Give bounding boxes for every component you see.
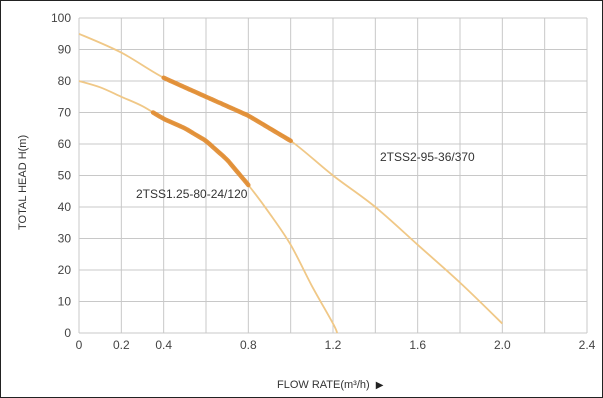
y-tick-label: 60 [58,137,72,151]
y-tick-label: 80 [58,74,72,88]
y-tick-label: 30 [58,232,72,246]
x-axis-title: FLOW RATE(m³/h) ▶ [277,379,384,391]
y-tick-label: 100 [51,11,71,25]
x-tick-label: 1.2 [325,338,342,352]
x-axis-title-text: FLOW RATE(m³/h) [277,379,370,391]
series-operating-range-1 [150,110,251,188]
y-tick-label: 0 [64,326,71,340]
x-tick-label: 0.2 [113,338,130,352]
y-axis-title: TOTAL HEAD H(m) [17,135,29,230]
series-labels: 2TSS1.25-80-24/120 2TSS2-95-36/370 [136,150,475,201]
curves [78,32,503,334]
y-tick-label: 70 [58,106,72,120]
y-tick-label: 40 [58,200,72,214]
x-tick-label: 0.8 [240,338,257,352]
x-tick-label: 0 [76,338,83,352]
series-label-2: 2TSS2-95-36/370 [380,150,475,164]
y-tick-label: 10 [58,295,72,309]
y-tick-label: 50 [58,169,72,183]
x-tick-label: 1.6 [409,338,426,352]
x-tick-label: 2.4 [579,338,596,352]
series-label-1: 2TSS1.25-80-24/120 [136,187,248,201]
y-tick-labels: 0 10 20 30 40 50 60 70 80 90 100 [51,11,71,340]
x-tick-label: 0.4 [155,338,172,352]
x-tick-labels: 0 0.2 0.4 0.8 1.2 1.6 2.0 2.4 [76,338,596,352]
x-axis-arrow-icon: ▶ [376,380,384,391]
y-tick-label: 90 [58,43,72,57]
x-tick-label: 2.0 [494,338,511,352]
y-tick-label: 20 [58,263,72,277]
series-operating-range-2 [161,75,293,144]
